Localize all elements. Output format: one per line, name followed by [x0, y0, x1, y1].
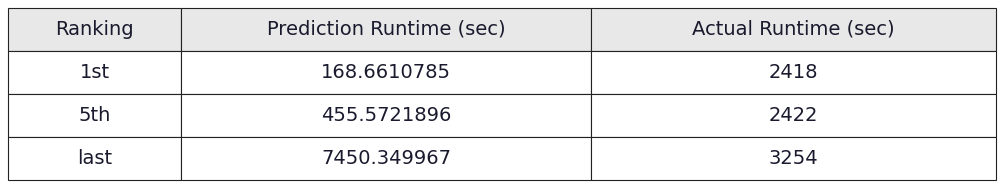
Bar [591, 137, 995, 180]
Text: 168.6610785: 168.6610785 [321, 63, 450, 82]
Bar [8, 94, 181, 137]
Text: 5th: 5th [78, 106, 110, 125]
Bar [181, 137, 591, 180]
Text: 2418: 2418 [768, 63, 817, 82]
Bar [181, 8, 591, 51]
Text: Prediction Runtime (sec): Prediction Runtime (sec) [267, 20, 505, 39]
Bar [8, 8, 181, 51]
Text: last: last [77, 149, 112, 168]
Text: Ranking: Ranking [55, 20, 133, 39]
Bar [591, 51, 995, 94]
Bar [8, 51, 181, 94]
Text: 2422: 2422 [768, 106, 817, 125]
Bar [181, 51, 591, 94]
Text: 3254: 3254 [768, 149, 817, 168]
Text: 7450.349967: 7450.349967 [321, 149, 450, 168]
Text: Actual Runtime (sec): Actual Runtime (sec) [691, 20, 894, 39]
Text: 455.5721896: 455.5721896 [320, 106, 450, 125]
Bar [181, 94, 591, 137]
Bar [591, 94, 995, 137]
Bar [591, 8, 995, 51]
Text: 1st: 1st [79, 63, 109, 82]
Bar [8, 137, 181, 180]
